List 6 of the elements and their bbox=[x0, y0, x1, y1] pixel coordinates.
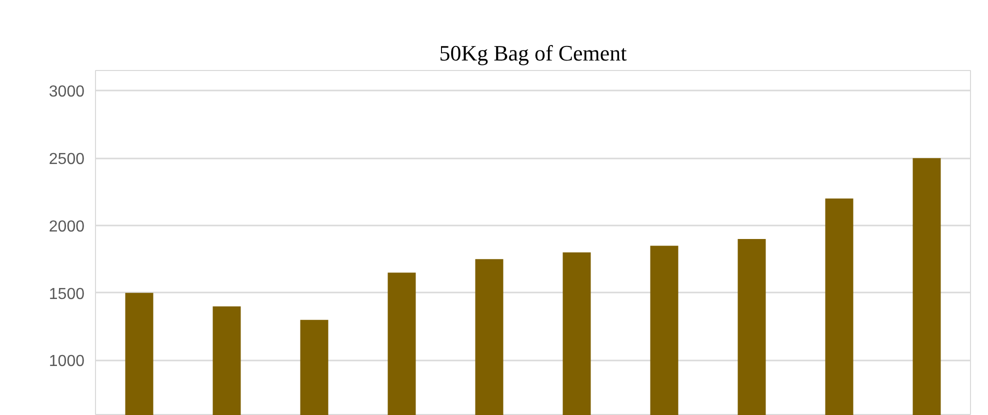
y-tick-label: 3000 bbox=[48, 84, 85, 101]
y-tick-label: 2500 bbox=[48, 151, 85, 168]
y-tick-label: 1000 bbox=[48, 353, 85, 370]
y-tick-label: 2000 bbox=[48, 218, 85, 236]
chart-title: 50Kg Bag of Cement bbox=[439, 40, 627, 66]
y-tick-label: 1500 bbox=[48, 286, 85, 303]
